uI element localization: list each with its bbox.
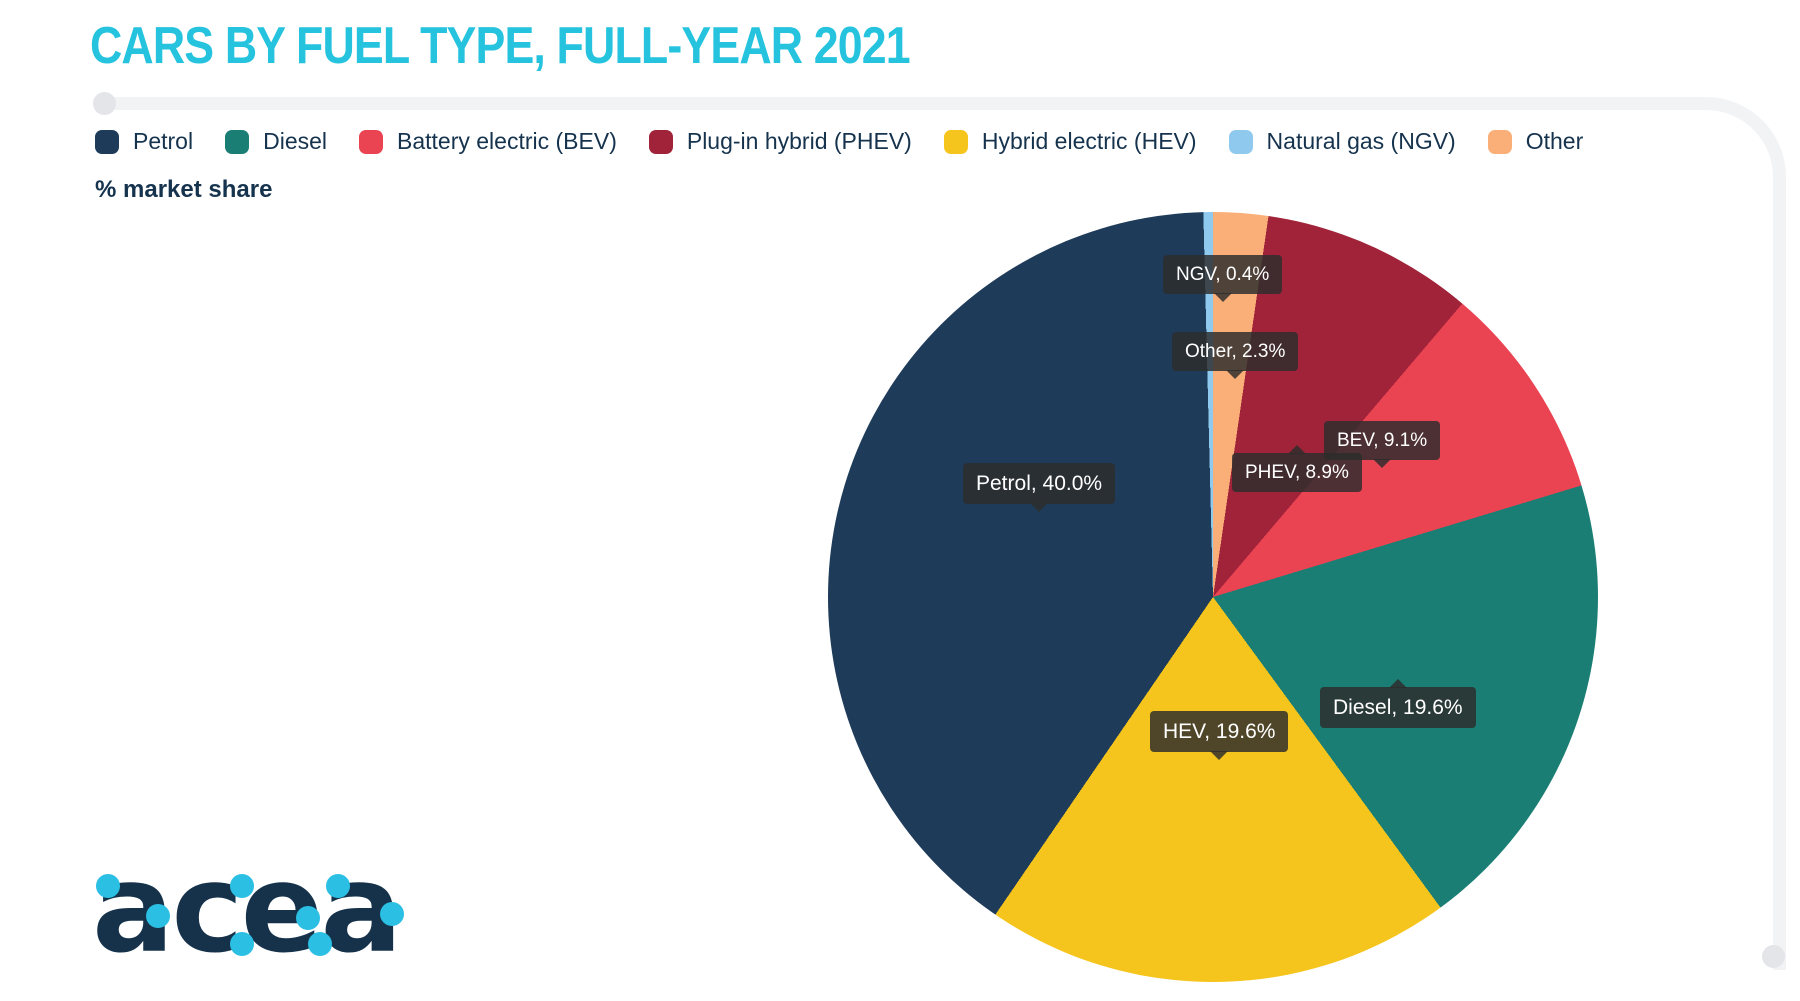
legend-label-hev: Hybrid electric (HEV) xyxy=(981,128,1197,154)
legend-label-bev: Battery electric (BEV) xyxy=(397,128,617,154)
slice-label-phev-text: PHEV, 8.9% xyxy=(1245,462,1349,483)
slice-label-other-text: Other, 2.3% xyxy=(1185,341,1286,362)
legend-label-diesel: Diesel xyxy=(263,128,328,154)
slice-label-diesel: Diesel, 19.6% xyxy=(1320,679,1476,728)
legend-label-ngv: Natural gas (NGV) xyxy=(1266,128,1456,154)
tooltip-pointer xyxy=(1287,445,1306,454)
page-title: CARS BY FUEL TYPE, FULL-YEAR 2021 xyxy=(90,17,911,75)
legend-item-hev: Hybrid electric (HEV) xyxy=(943,128,1197,155)
legend-item-petrol: Petrol xyxy=(95,128,193,155)
slice-label-other: Other, 2.3% xyxy=(1172,332,1299,379)
acea-logo: acea xyxy=(92,848,422,983)
legend-label-phev: Plug-in hybrid (PHEV) xyxy=(686,128,912,154)
legend-item-phev: Plug-in hybrid (PHEV) xyxy=(648,128,912,155)
legend-item-ngv: Natural gas (NGV) xyxy=(1228,128,1456,155)
tooltip-pointer xyxy=(1226,370,1245,379)
slice-label-ngv-text: NGV, 0.4% xyxy=(1176,264,1270,285)
legend-item-other: Other xyxy=(1487,128,1584,155)
chart-legend: Petrol Diesel Battery electric (BEV) Plu… xyxy=(95,128,1755,155)
legend-label-other: Other xyxy=(1525,128,1584,154)
legend-label-petrol: Petrol xyxy=(133,128,194,154)
legend-swatch-diesel xyxy=(225,129,250,154)
slice-label-hev: HEV, 19.6% xyxy=(1150,711,1289,760)
slice-label-ngv: NGV, 0.4% xyxy=(1163,255,1283,302)
slice-label-bev-text: BEV, 9.1% xyxy=(1337,430,1428,451)
tooltip-pointer xyxy=(1210,751,1229,760)
acea-logo-text: acea xyxy=(92,838,403,980)
frame-dot-end xyxy=(1762,945,1785,968)
slice-label-diesel-text: Diesel, 19.6% xyxy=(1333,696,1463,719)
tooltip-pointer xyxy=(1388,679,1407,688)
legend-swatch-petrol xyxy=(95,129,119,154)
slice-label-hev-text: HEV, 19.6% xyxy=(1163,720,1276,743)
legend-swatch-bev xyxy=(359,129,384,154)
unit-label: % market share xyxy=(95,176,273,203)
slice-label-petrol: Petrol, 40.0% xyxy=(963,463,1116,512)
pie-chart xyxy=(828,212,1598,982)
frame-dot-start xyxy=(93,92,116,115)
legend-swatch-phev xyxy=(648,129,673,154)
legend-swatch-hev xyxy=(943,129,968,154)
legend-swatch-other xyxy=(1487,129,1512,154)
slice-label-phev: PHEV, 8.9% xyxy=(1232,445,1362,492)
legend-item-bev: Battery electric (BEV) xyxy=(359,128,617,155)
legend-item-diesel: Diesel xyxy=(225,128,327,155)
slice-label-petrol-text: Petrol, 40.0% xyxy=(976,472,1103,495)
tooltip-pointer xyxy=(1213,293,1232,302)
tooltip-pointer xyxy=(1373,459,1392,468)
legend-swatch-ngv xyxy=(1228,129,1253,154)
tooltip-pointer xyxy=(1030,503,1049,512)
